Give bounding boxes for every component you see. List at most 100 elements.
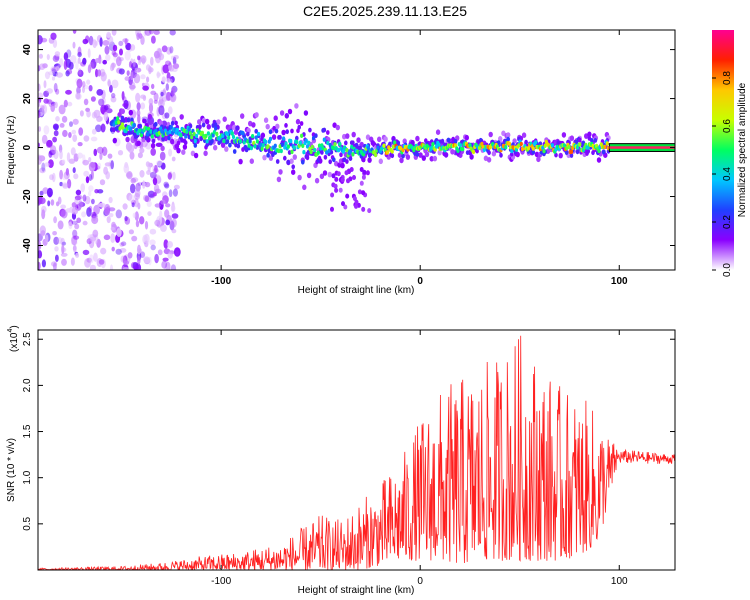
spectrogram-noise-blob: [150, 244, 156, 251]
spectrogram-ridge-point: [340, 162, 345, 169]
spectrogram-noise-blob: [160, 199, 166, 205]
spectrogram-ridge-point: [351, 131, 356, 138]
spectrogram-noise-blob: [38, 83, 41, 92]
spectrogram-ridge-point: [289, 138, 293, 144]
spectrogram-noise-blob: [95, 124, 102, 133]
spectrogram-x-tick-label: 100: [611, 276, 628, 287]
spectrogram-noise-blob: [72, 244, 77, 253]
spectrogram-noise-blob: [170, 264, 177, 270]
spectrogram-ridge-point: [322, 137, 326, 142]
spectrogram-noise-blob: [60, 237, 65, 247]
spectrogram-noise-blob: [137, 152, 143, 159]
spectrogram-y-tick-label: -20: [22, 189, 33, 204]
spectrogram-ridge-point: [260, 132, 266, 139]
spectrogram-ridge-point: [480, 141, 484, 147]
spectrogram-ridge-point: [171, 116, 176, 123]
spectrogram-noise-blob: [338, 187, 343, 193]
spectrogram-noise-blob: [41, 259, 47, 268]
spectrogram-ridge-point: [596, 157, 602, 163]
spectrogram-ridge-point: [405, 154, 411, 160]
spectrogram-ridge-point: [182, 128, 187, 134]
spectrogram-noise-blob: [71, 207, 79, 215]
spectrogram-noise-blob: [89, 61, 95, 70]
spectrogram-noise-blob: [128, 61, 133, 68]
spectrogram-noise-blob: [110, 160, 114, 170]
spectrogram-ridge-point: [266, 152, 270, 158]
spectrogram-ridge-point: [367, 157, 372, 163]
spectrogram-noise-blob: [86, 257, 92, 263]
spectrogram-noise-blob: [172, 63, 180, 69]
spectrogram-ridge-point: [562, 143, 566, 148]
spectrogram-ridge-point: [401, 147, 405, 153]
spectrogram-noise-blob: [41, 134, 48, 144]
spectrogram-ridge-point: [275, 159, 280, 164]
spectrogram-noise-blob: [145, 142, 152, 150]
spectrogram-ridge-point: [271, 134, 277, 140]
spectrogram-noise-blob: [53, 262, 57, 270]
spectrogram-ridge-point: [333, 142, 337, 147]
spectrogram-noise-blob: [137, 181, 142, 187]
spectrogram-noise-blob: [38, 250, 43, 259]
spectrogram-noise-blob: [133, 265, 140, 270]
spectrogram-ridge-point: [471, 149, 476, 155]
spectrogram-ridge-point: [231, 134, 236, 140]
spectrogram-noise-blob: [68, 61, 74, 70]
spectrogram-noise-blob: [336, 171, 341, 177]
spectrogram-ridge-point: [536, 156, 541, 163]
spectrogram-ridge-point: [143, 118, 147, 124]
snr-y-tick-label: 1.0: [22, 470, 33, 484]
spectrogram-ridge-point: [278, 135, 282, 140]
spectrogram-ridge-point: [272, 125, 276, 131]
spectrogram-ridge-point: [154, 121, 158, 127]
spectrogram-noise-blob: [154, 253, 159, 264]
spectrogram-noise-blob: [126, 171, 133, 180]
spectrogram-noise-blob: [171, 228, 177, 234]
spectrogram-ridge-point: [601, 149, 606, 155]
spectrogram-ridge-point: [458, 143, 462, 148]
spectrogram-ridge-point: [415, 152, 420, 157]
spectrogram-ridge-point: [227, 135, 231, 140]
spectrogram-ridge-point: [344, 140, 348, 146]
spectrogram-noise-blob: [137, 55, 141, 61]
spectrogram-panel: -100 0 100 -40 -20 0 20 40 Height of straight l…: [6, 29, 676, 296]
spectrogram-noise-blob: [139, 170, 145, 178]
spectrogram-ridge-point: [239, 139, 243, 144]
spectrogram-noise-blob: [109, 264, 114, 270]
snr-frame: [37, 329, 676, 571]
spectrogram-noise-blob: [69, 121, 73, 127]
spectrogram-ridge-point: [149, 129, 153, 134]
spectrogram-noise-blob: [103, 234, 111, 241]
spectrogram-noise-blob: [38, 110, 41, 119]
spectrogram-noise-blob: [38, 195, 43, 205]
spectrogram-noise-blob: [60, 209, 68, 219]
spectrogram-ridge-point: [390, 149, 394, 154]
spectrogram-noise-blob: [48, 71, 55, 76]
spectrogram-noise-blob: [105, 54, 111, 61]
spectrogram-noise-blob: [68, 158, 76, 164]
spectrogram-noise-blob: [39, 225, 46, 236]
spectrogram-noise-blob: [136, 32, 140, 41]
spectrogram-ridge-point: [299, 121, 304, 126]
spectrogram-noise-blob: [344, 170, 349, 176]
spectrogram-noise-blob: [49, 174, 54, 181]
spectrogram-noise-blob: [346, 178, 350, 184]
spectrogram-ridge-point: [171, 130, 175, 136]
spectrogram-noise-blob: [91, 128, 97, 135]
spectrogram-noise-blob: [54, 51, 61, 57]
spectrogram-ridge-point: [281, 129, 286, 136]
spectrogram-ridge-point: [435, 129, 441, 135]
spectrogram-y-tick-label: 20: [22, 93, 33, 105]
spectrogram-noise-blob: [77, 142, 83, 147]
spectrogram-noise-blob: [168, 62, 172, 71]
spectrogram-ridge-point: [235, 125, 239, 131]
spectrogram-noise-blob: [80, 183, 85, 193]
snr-series-line: [38, 335, 675, 570]
spectrogram-ridge-point: [212, 130, 216, 135]
spectrogram-ridge-point: [590, 138, 594, 143]
spectrogram-ticks: -100 0 100 -40 -20 0 20 40: [22, 30, 675, 287]
spectrogram-ridge-point: [222, 116, 227, 122]
spectrogram-noise-blob: [77, 200, 83, 209]
spectrogram-noise-blob: [121, 265, 125, 270]
spectrogram-noise-blob: [50, 32, 57, 40]
spectrogram-noise-blob: [45, 234, 49, 243]
